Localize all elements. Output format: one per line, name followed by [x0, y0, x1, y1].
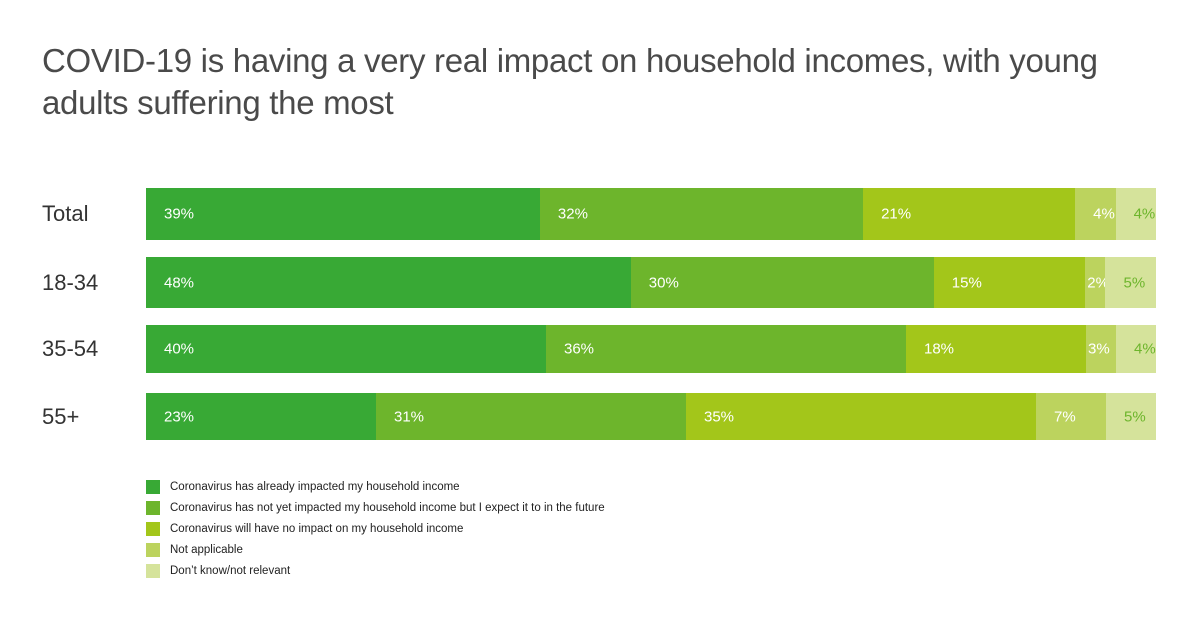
legend-label: Coronavirus has not yet impacted my hous… — [170, 501, 605, 514]
bar-segment: 36% — [546, 325, 906, 373]
stacked-bar: 23% 31% 35% 7% 5% — [146, 393, 1156, 440]
bar-segment: 5% — [1105, 257, 1156, 308]
category-label: 55+ — [42, 403, 80, 429]
legend-swatch — [146, 500, 160, 515]
bar-segment: 31% — [376, 393, 686, 440]
legend-item: Coronavirus has not yet impacted my hous… — [146, 497, 605, 518]
legend-item: Coronavirus has already impacted my hous… — [146, 476, 605, 497]
data-label: 40% — [164, 340, 195, 358]
legend-swatch — [146, 521, 160, 536]
data-label: 5% — [1124, 408, 1146, 425]
stacked-bar: 48% 30% 15% 2% 5% — [146, 257, 1156, 308]
data-label: 23% — [164, 408, 195, 425]
data-label: 35% — [704, 408, 735, 425]
bar-segment: 2% — [1085, 257, 1109, 308]
bar-segment: 30% — [630, 257, 934, 308]
data-label: 4% — [1093, 205, 1115, 223]
legend-label: Don’t know/not relevant — [170, 564, 291, 577]
bar-segment: 23% — [146, 393, 376, 440]
bar-segment: 5% — [1106, 393, 1156, 440]
data-label: 30% — [648, 274, 679, 291]
bar-segment: 40% — [146, 325, 546, 373]
data-label: 7% — [1054, 408, 1076, 425]
data-label: 32% — [557, 205, 588, 223]
legend-label: Coronavirus will have no impact on my ho… — [170, 522, 464, 535]
bar-segment: 3% — [1085, 325, 1116, 373]
legend-item: Not applicable — [146, 539, 605, 560]
legend-swatch — [146, 542, 160, 557]
bar-segment: 4% — [1115, 188, 1156, 240]
bar-segment: 48% — [146, 257, 631, 308]
legend-label: Not applicable — [170, 543, 243, 556]
bar-segment: 4% — [1075, 188, 1116, 240]
data-label: 39% — [164, 205, 195, 223]
stacked-bar: 39% 32% 21% 4% 4% — [146, 188, 1156, 240]
bar-segment: 15% — [933, 257, 1086, 308]
bar-segment: 4% — [1115, 325, 1156, 373]
data-label: 3% — [1087, 340, 1110, 358]
bar-segment: 21% — [863, 188, 1076, 240]
data-label: 48% — [164, 274, 195, 291]
data-label: 31% — [394, 408, 425, 425]
data-label: 4% — [1133, 340, 1156, 358]
legend-swatch — [146, 563, 160, 578]
data-label: 36% — [564, 340, 595, 358]
chart-title: COVID-19 is having a very real impact on… — [42, 42, 1098, 121]
data-label: 21% — [881, 205, 912, 223]
bar-segment: 35% — [686, 393, 1036, 440]
data-label: 18% — [924, 340, 955, 358]
legend-item: Don’t know/not relevant — [146, 560, 605, 581]
bar-segment: 32% — [539, 188, 864, 240]
data-label: 4% — [1133, 205, 1156, 223]
data-label: 2% — [1087, 274, 1109, 291]
bar-segment: 39% — [146, 188, 540, 240]
legend-item: Coronavirus will have no impact on my ho… — [146, 518, 605, 539]
data-label: 15% — [951, 274, 982, 291]
bar-segment: 7% — [1036, 393, 1106, 440]
data-label: 5% — [1123, 274, 1146, 291]
legend-swatch — [146, 479, 160, 494]
category-label: 18-34 — [42, 269, 99, 295]
legend: Coronavirus has already impacted my hous… — [146, 476, 605, 581]
legend-label: Coronavirus has already impacted my hous… — [170, 480, 460, 493]
stacked-bar: 40% 36% 18% 3% 4% — [146, 325, 1156, 373]
category-label: 35-54 — [42, 336, 99, 361]
bar-segment: 18% — [906, 325, 1086, 373]
category-label: Total — [42, 201, 89, 226]
